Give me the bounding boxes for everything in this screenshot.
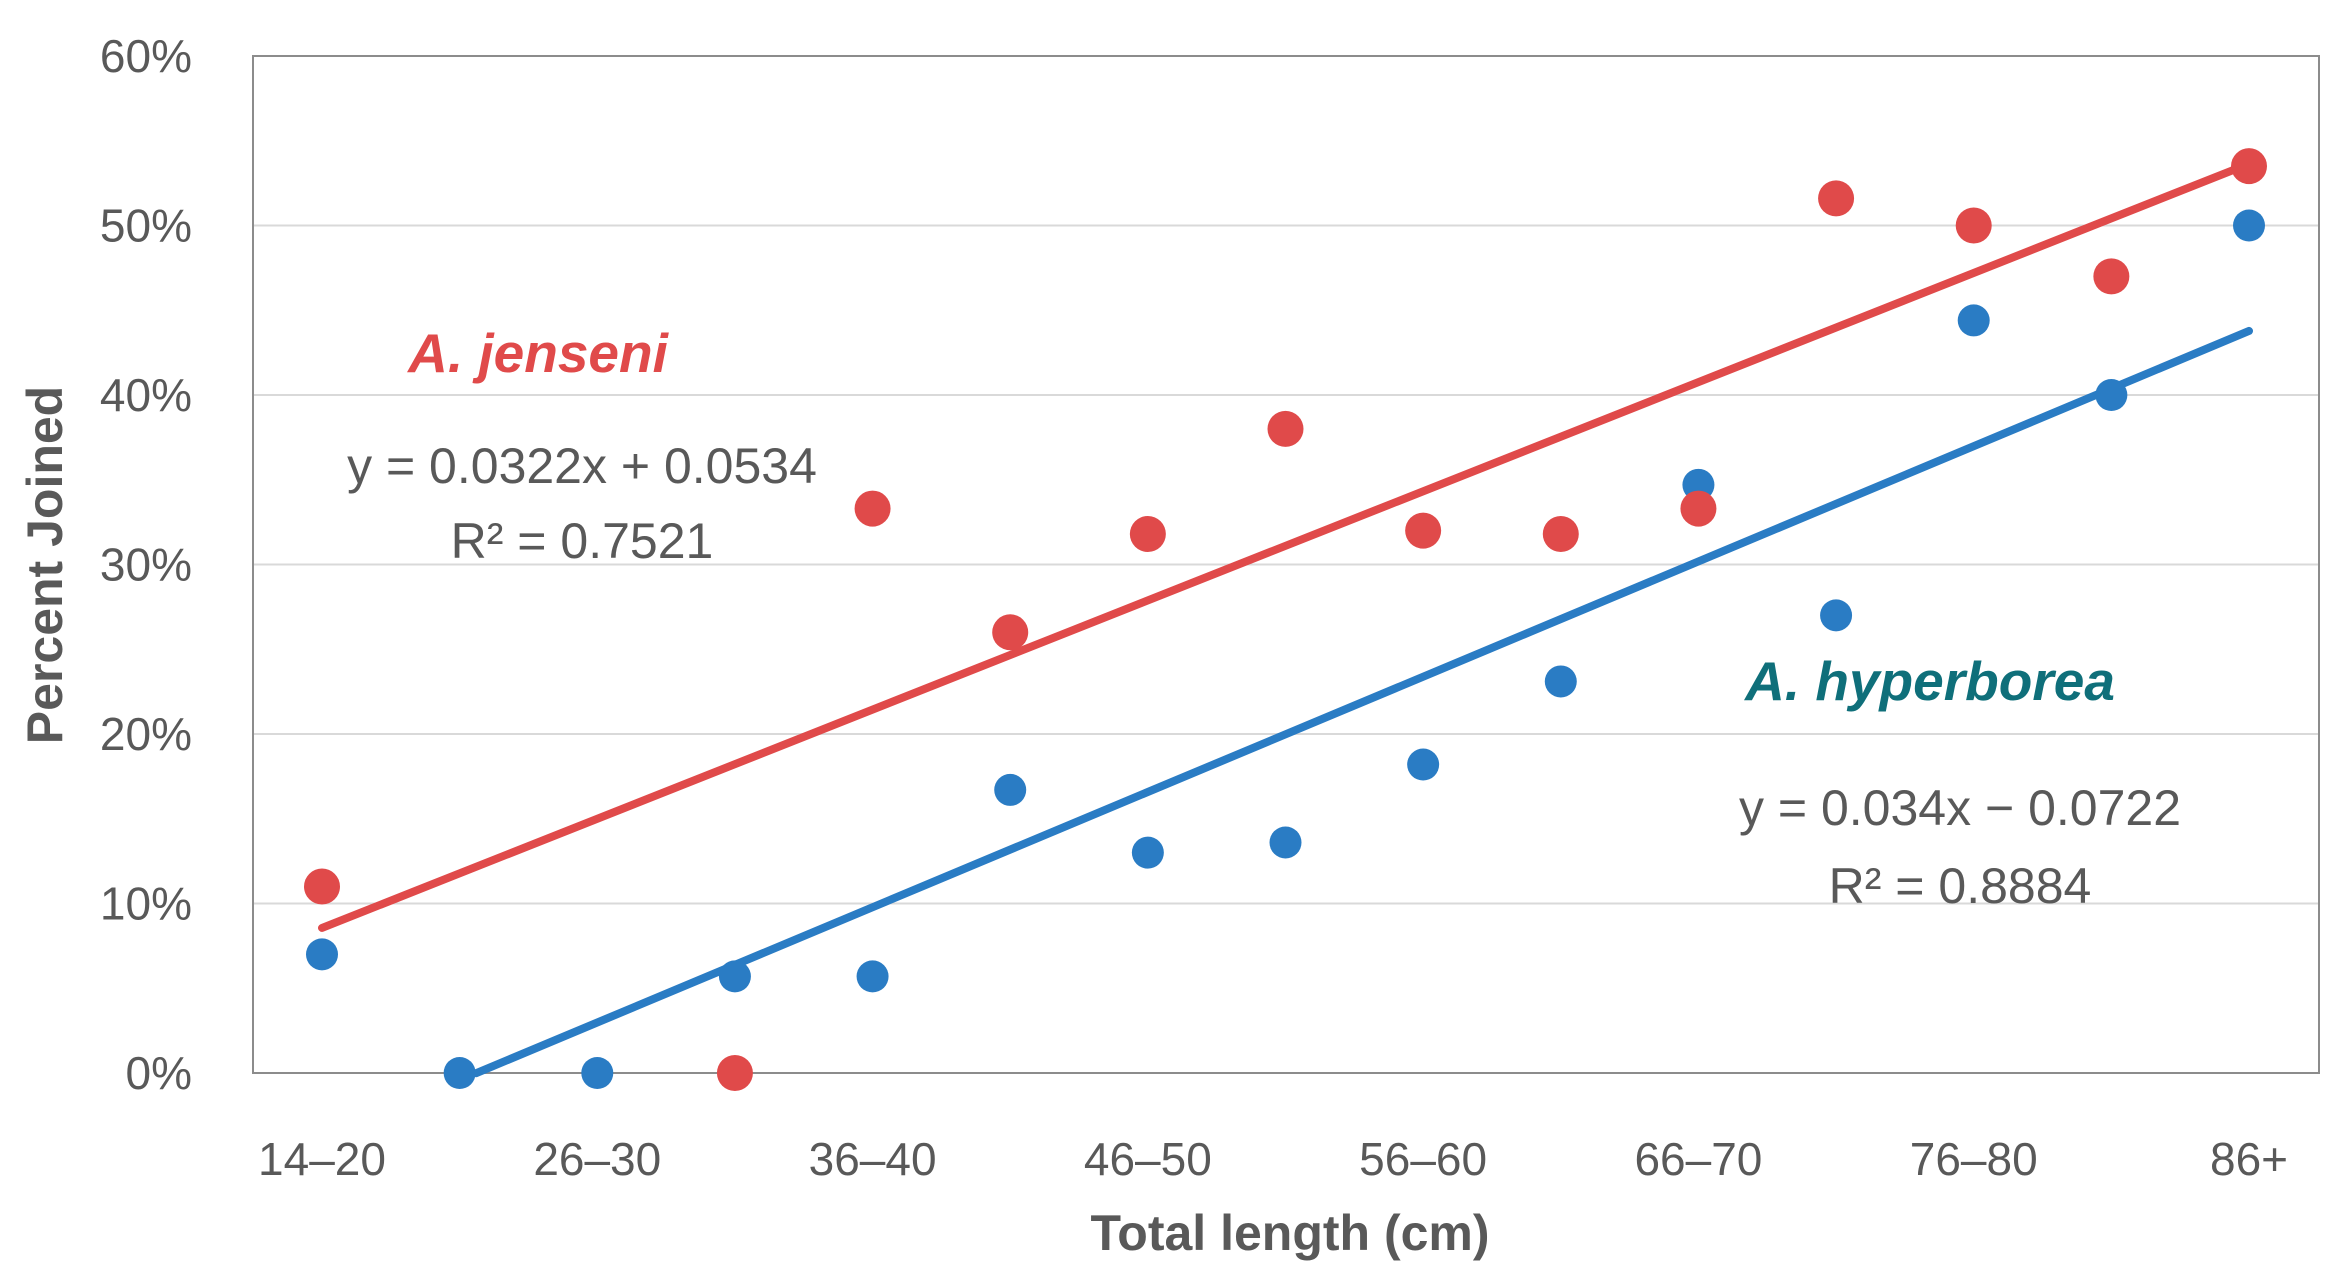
point-jenseni xyxy=(1405,512,1442,549)
trendline-jenseni xyxy=(318,159,2253,932)
point-hyperborea xyxy=(2095,379,2128,411)
y-tick-label: 20% xyxy=(100,708,192,760)
point-jenseni xyxy=(1267,410,1304,447)
x-tick-label: 26–30 xyxy=(533,1133,661,1185)
point-hyperborea xyxy=(1131,836,1164,869)
point-hyperborea xyxy=(1544,665,1577,698)
point-hyperborea xyxy=(856,960,889,993)
trendline-hyperborea xyxy=(472,326,2253,1078)
point-jenseni xyxy=(304,868,340,905)
point-hyperborea xyxy=(1407,748,1440,781)
y-tick-label: 60% xyxy=(100,30,192,82)
hyperborea-label: A. hyperborea xyxy=(1743,650,2115,712)
jenseni-r-squared: R² = 0.7521 xyxy=(451,513,714,569)
y-tick-label: 40% xyxy=(100,369,192,421)
point-jenseni xyxy=(854,490,891,527)
point-jenseni xyxy=(2093,258,2130,295)
hyperborea-r-squared: R² = 0.8884 xyxy=(1829,858,2092,914)
jenseni-equation: y = 0.0322x + 0.0534 xyxy=(347,438,817,494)
point-hyperborea xyxy=(2233,209,2265,242)
point-hyperborea xyxy=(306,938,338,971)
point-hyperborea xyxy=(1269,826,1302,859)
data-points xyxy=(304,148,2267,1091)
gridlines xyxy=(253,224,2319,905)
x-tick-label: 86+ xyxy=(2210,1133,2288,1185)
point-jenseni xyxy=(1818,180,1855,217)
x-axis-ticks: 14–20 26–30 36–40 46–50 56–60 66–70 76–80 86+ xyxy=(258,1133,2288,1185)
x-tick-label: 36–40 xyxy=(809,1133,937,1185)
point-jenseni xyxy=(1955,207,1992,244)
point-jenseni xyxy=(1680,490,1717,527)
y-axis-ticks: 0% 10% 20% 30% 40% 50% 60% xyxy=(100,30,192,1099)
point-hyperborea xyxy=(581,1057,614,1089)
y-tick-label: 30% xyxy=(100,539,192,591)
point-hyperborea xyxy=(994,773,1027,806)
y-tick-label: 10% xyxy=(100,878,192,930)
jenseni-label: A. jenseni xyxy=(406,322,670,384)
point-jenseni xyxy=(1542,515,1579,552)
y-axis-title: Percent Joined xyxy=(17,386,73,744)
point-hyperborea xyxy=(443,1057,476,1089)
hyperborea-equation: y = 0.034x − 0.0722 xyxy=(1739,780,2181,836)
point-hyperborea xyxy=(1957,304,1990,337)
point-jenseni xyxy=(2231,148,2267,185)
x-tick-label: 76–80 xyxy=(1910,1133,2038,1185)
x-axis-title: Total length (cm) xyxy=(1090,1205,1489,1261)
point-hyperborea xyxy=(1820,599,1853,632)
y-tick-label: 50% xyxy=(100,200,192,252)
y-tick-label: 0% xyxy=(126,1047,192,1099)
x-tick-label: 66–70 xyxy=(1634,1133,1762,1185)
x-tick-label: 46–50 xyxy=(1084,1133,1212,1185)
x-tick-label: 56–60 xyxy=(1359,1133,1487,1185)
plot-area-border xyxy=(252,55,2320,1074)
trendlines xyxy=(318,159,2253,1078)
point-jenseni xyxy=(1129,515,1166,552)
x-tick-label: 14–20 xyxy=(258,1133,386,1185)
point-jenseni xyxy=(992,614,1029,651)
point-hyperborea xyxy=(718,960,751,993)
point-jenseni xyxy=(716,1055,753,1091)
